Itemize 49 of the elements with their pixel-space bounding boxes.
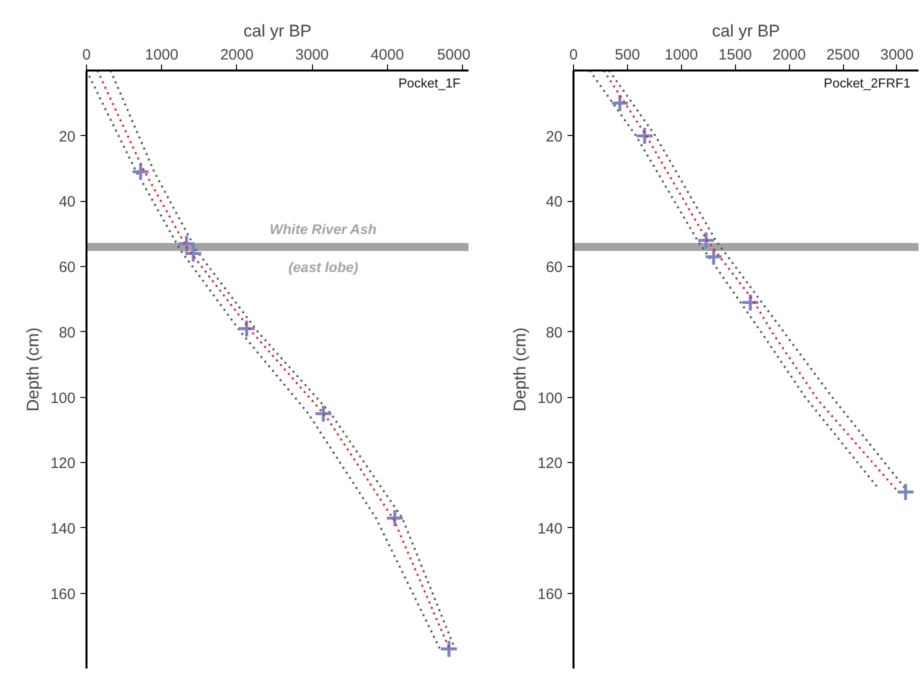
x-axis-title: cal yr BP xyxy=(243,22,312,40)
point xyxy=(635,126,654,146)
x-tick-label: 500 xyxy=(614,46,640,64)
y-tick-label: 60 xyxy=(546,259,563,276)
x-tick-label: 1000 xyxy=(664,46,698,64)
y-tick-label: 120 xyxy=(537,455,563,472)
point xyxy=(184,244,203,263)
x-tick-label: 5000 xyxy=(437,46,471,64)
chart-title: Pocket_2FRF1 xyxy=(824,76,910,90)
y-tick-label: 100 xyxy=(537,390,563,407)
y-tick-label: 20 xyxy=(58,128,76,146)
x-tick-label: 3000 xyxy=(880,46,914,64)
y-tick-label: 120 xyxy=(50,455,76,472)
x-tick-label: 2500 xyxy=(826,46,860,64)
x-tick-label: 0 xyxy=(569,46,578,64)
x-axis-title: cal yr BP xyxy=(712,22,780,40)
x-tick-label: 2000 xyxy=(772,46,806,64)
y-tick-label: 40 xyxy=(546,194,563,211)
point xyxy=(177,234,196,254)
x-tick-label: 1500 xyxy=(718,46,752,64)
y-tick-label: 60 xyxy=(58,259,76,276)
point xyxy=(704,247,724,266)
x-tick-label: 0 xyxy=(82,46,91,64)
y-tick-label: 80 xyxy=(546,324,563,342)
y-tick-label: 80 xyxy=(58,324,76,342)
ref-line-label: White River Ash xyxy=(270,220,377,237)
y-tick-label: 140 xyxy=(50,520,76,538)
x-tick-label: 4000 xyxy=(370,46,404,64)
y-tick-label: 160 xyxy=(537,586,563,603)
point xyxy=(131,162,150,182)
chart-title: Pocket_1F xyxy=(398,76,461,90)
point xyxy=(439,639,458,658)
y-tick-label: 140 xyxy=(537,520,563,538)
point xyxy=(314,404,333,424)
y-tick-label: 100 xyxy=(50,390,76,407)
point xyxy=(610,94,630,113)
x-tick-label: 2000 xyxy=(220,46,254,64)
y-tick-label: 20 xyxy=(546,128,563,146)
point xyxy=(896,482,916,502)
point xyxy=(385,508,404,528)
y-axis-title: Depth (cm) xyxy=(23,327,42,412)
annotation: (east lobe) xyxy=(288,258,359,275)
x-tick-label: 3000 xyxy=(295,46,329,64)
y-axis-title: Depth (cm) xyxy=(510,327,530,412)
x-tick-label: 1000 xyxy=(145,46,178,64)
y-tick-label: 160 xyxy=(50,586,76,603)
point xyxy=(237,319,256,338)
y-tick-label: 40 xyxy=(58,194,76,211)
point xyxy=(740,293,760,312)
